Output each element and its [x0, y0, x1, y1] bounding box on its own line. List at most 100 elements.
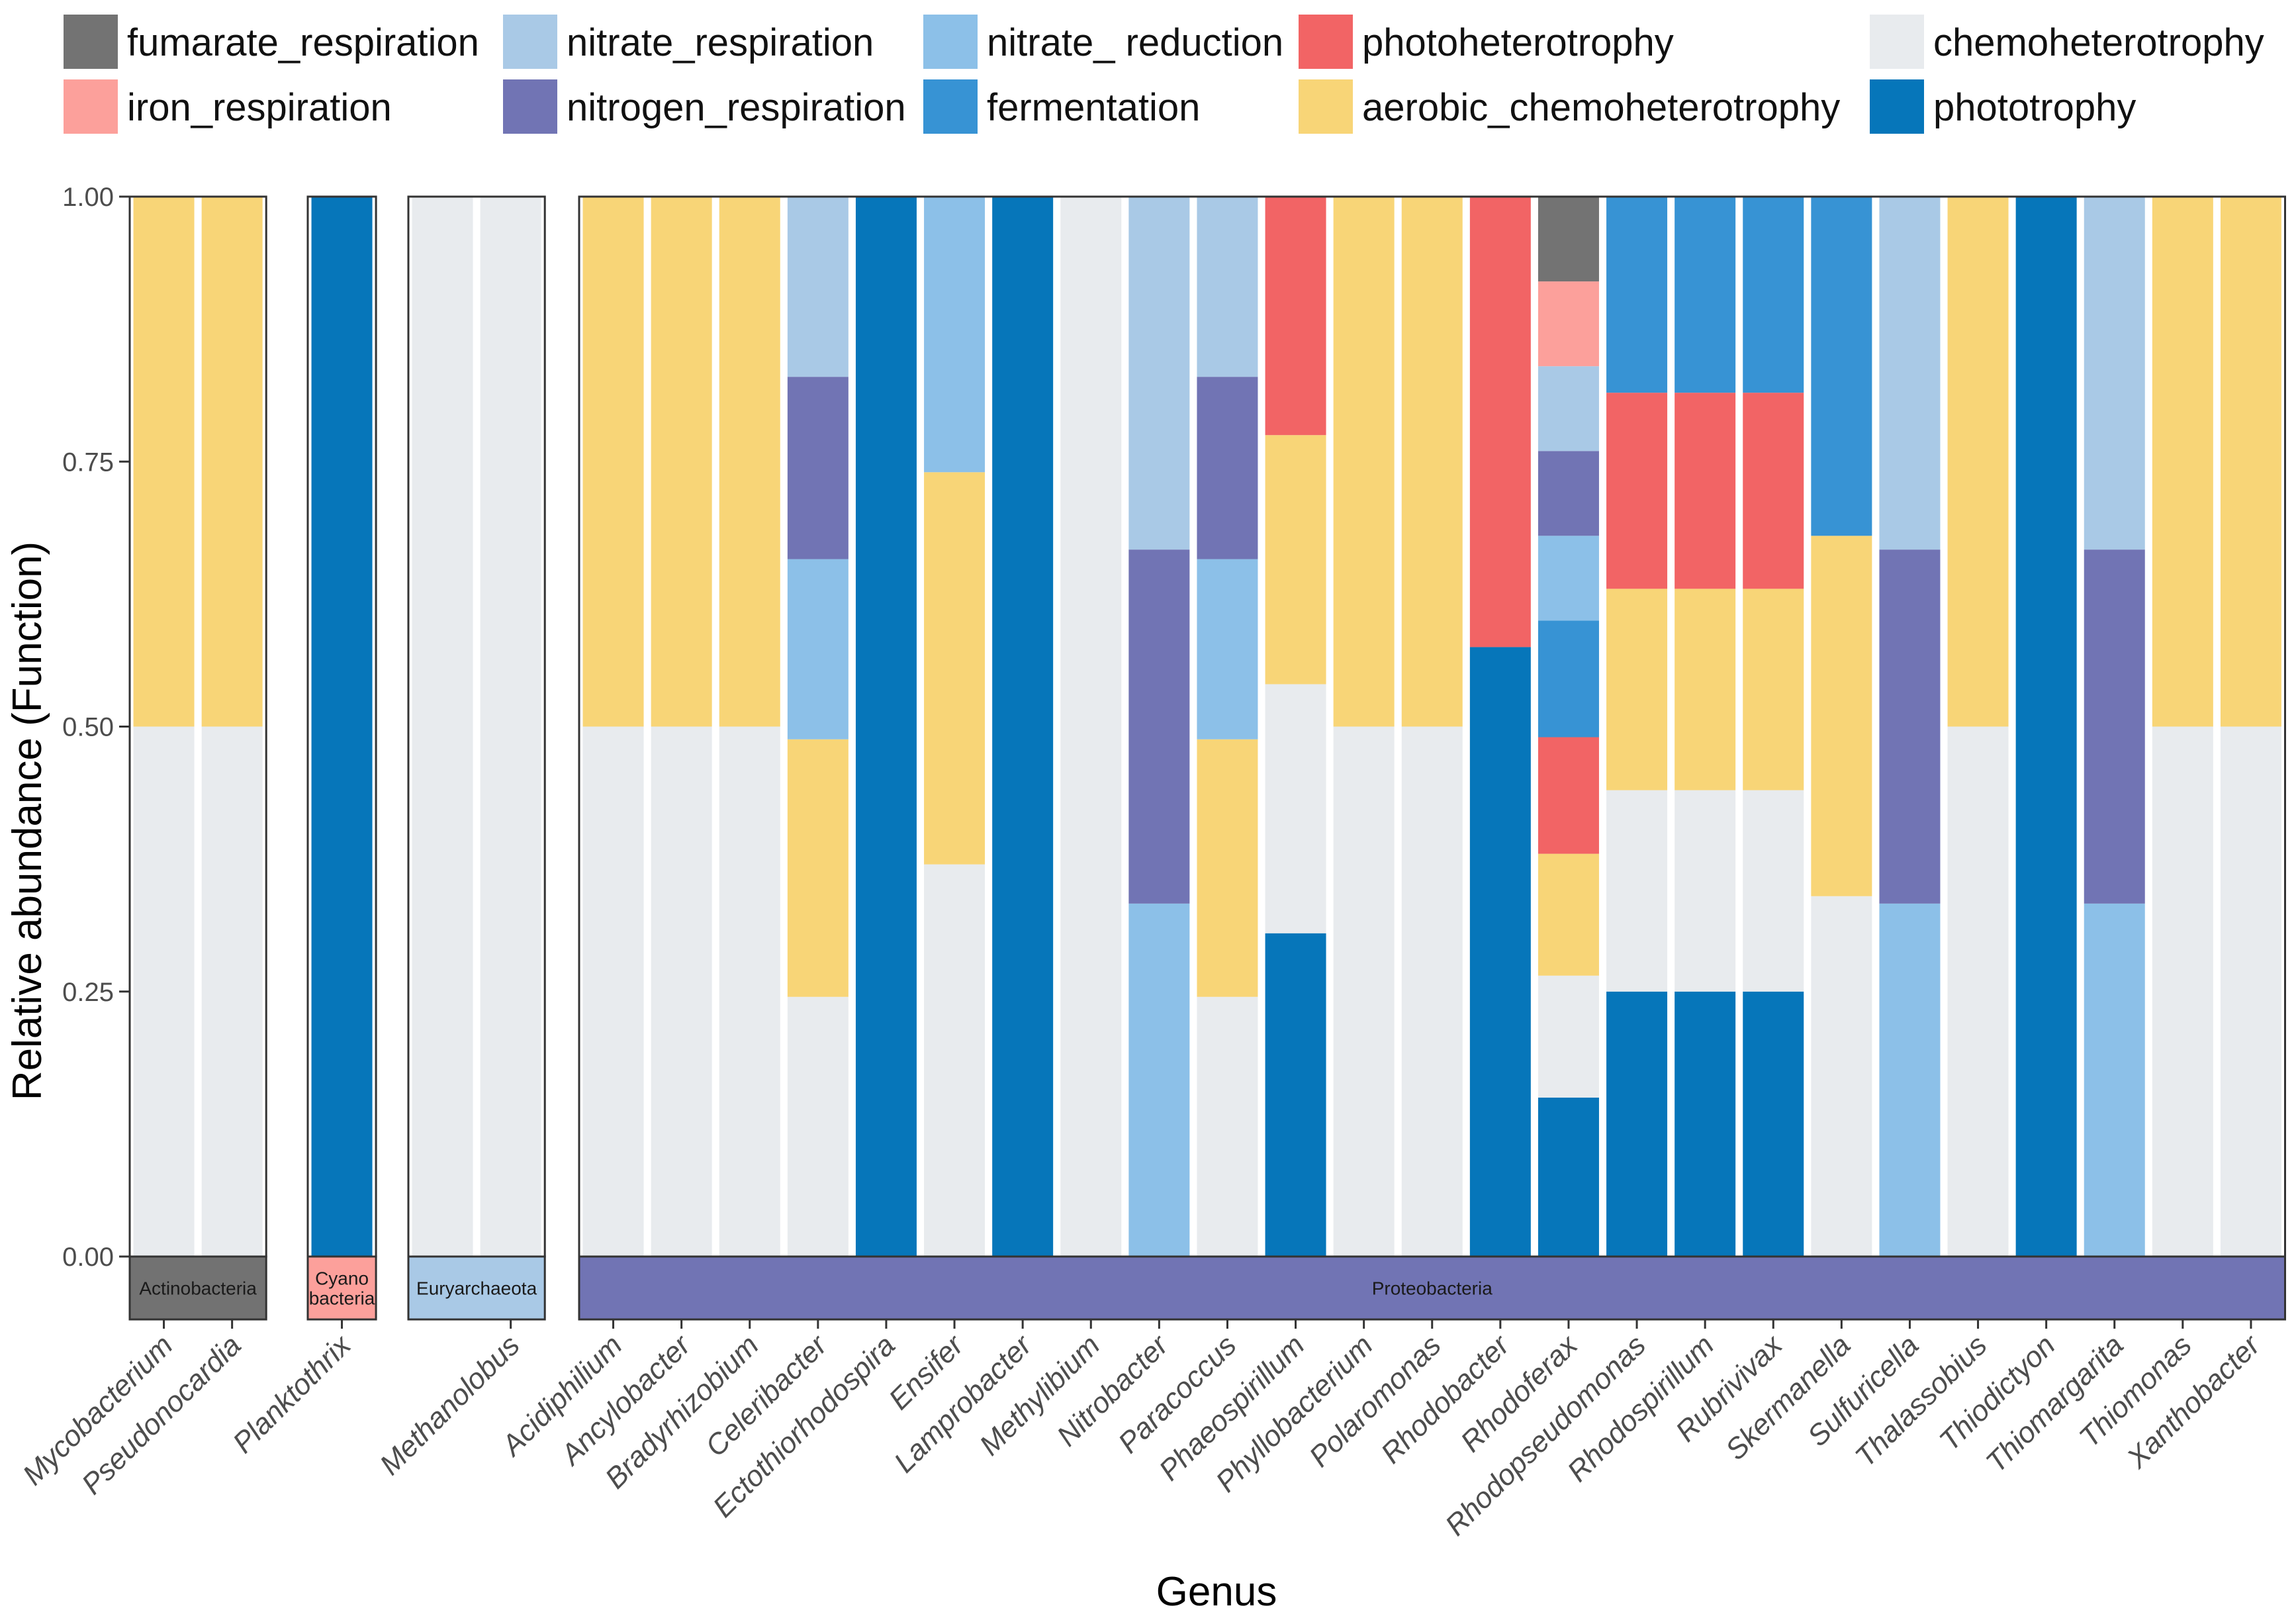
bar-segment-thiomargarita-nitrate-respiration: [2084, 197, 2145, 550]
facet-strip-label: bacteria: [309, 1288, 375, 1309]
legend-item-phototrophy: phototrophy: [1870, 79, 2136, 134]
legend-swatch: [503, 79, 557, 134]
bar-segment-ancylobacter-chemoheterotrophy: [651, 726, 712, 1257]
facet-strip-label: Cyano: [315, 1268, 369, 1289]
legend-label: nitrate_respiration: [567, 21, 874, 64]
bar-segment-thiomargarita-nitrogen-respiration: [2084, 549, 2145, 904]
bar-segment-rhodoferax-photoheterotrophy: [1538, 737, 1599, 854]
legend-label: nitrate_ reduction: [987, 21, 1283, 64]
bar-paracoccus: [1197, 197, 1258, 1257]
bar-segment-ensifer-nitrate-reduction: [924, 197, 986, 473]
bar-segment-paracoccus-chemoheterotrophy: [1197, 996, 1258, 1257]
bar-segment-thiodictyon-phototrophy: [2015, 197, 2077, 1257]
bar-segment-lamprobacter-phototrophy: [992, 197, 1054, 1257]
bar-segment-rhodospirillum-fermentation: [1675, 197, 1736, 393]
bar-segment-thiomonas-aerobic-chemoheterotrophy: [2152, 197, 2213, 727]
bar-segment-rhodoferax-iron-respiration: [1538, 281, 1599, 367]
bar-segment-rhodospirillum-phototrophy: [1675, 991, 1736, 1257]
bar-segment-rhodospirillum-chemoheterotrophy: [1675, 790, 1736, 992]
legend-item-chemoheterotrophy: chemoheterotrophy: [1870, 15, 2264, 69]
bar-segment-sulfuricella-nitrate-reduction: [1879, 903, 1941, 1257]
legend-item-photoheterotrophy: photoheterotrophy: [1299, 15, 1674, 69]
bar-segment-acidiphilium-chemoheterotrophy: [582, 726, 644, 1257]
bar-segment-rhodopseudomonas-aerobic-chemoheterotrophy: [1606, 589, 1668, 790]
bar-segment-rhodospirillum-photoheterotrophy: [1675, 393, 1736, 589]
legend-label: fermentation: [987, 86, 1200, 129]
bar-segment-nitrobacter-nitrogen-respiration: [1128, 549, 1190, 904]
bar-segment-paracoccus-aerobic-chemoheterotrophy: [1197, 739, 1258, 997]
bar-rhodospirillum: [1675, 197, 1736, 1257]
facet-strip-background: [578, 1255, 2286, 1321]
facet-strip-background: [306, 1255, 377, 1321]
bar-segment-rubrivivax-phototrophy: [1743, 991, 1804, 1257]
bar-segment-ensifer-aerobic-chemoheterotrophy: [924, 472, 986, 865]
bar-segment-polaromonas-aerobic-chemoheterotrophy: [1401, 197, 1463, 727]
legend-label: nitrogen_respiration: [567, 86, 906, 129]
bar-ensifer: [924, 197, 986, 1257]
bar-segment-phaeospirillum-phototrophy: [1265, 933, 1326, 1257]
bar-segment-rhodopseudomonas-phototrophy: [1606, 991, 1668, 1257]
bar-segment-thiomargarita-nitrate-reduction: [2084, 903, 2145, 1257]
bar-segment-methanolobus-chemoheterotrophy: [480, 197, 541, 1257]
legend-swatch: [923, 79, 978, 134]
bar-segment-nitrobacter-nitrate-reduction: [1128, 903, 1190, 1257]
bar-segment-rubrivivax-aerobic-chemoheterotrophy: [1743, 589, 1804, 790]
x-tick-label-methanolobus: Methanolobus: [374, 1329, 526, 1481]
facet-strip-label: Proteobacteria: [1372, 1278, 1493, 1299]
bar-segment-rhodoferax-nitrate-respiration: [1538, 366, 1599, 452]
bar-segment-pseudonocardia-aerobic-chemoheterotrophy: [201, 197, 263, 727]
legend-swatch: [64, 15, 118, 69]
legend-label: fumarate_respiration: [127, 21, 479, 64]
bar-segment-rhodoferax-aerobic-chemoheterotrophy: [1538, 853, 1599, 976]
bar-segment-xanthobacter-chemoheterotrophy: [2220, 726, 2281, 1257]
bar-segment-skermanella-fermentation: [1811, 197, 1872, 536]
y-tick-label: 0.25: [62, 978, 114, 1007]
bar-polaromonas: [1401, 197, 1463, 1257]
bar-lamprobacter: [992, 197, 1054, 1257]
bar-segment-polaromonas-chemoheterotrophy: [1401, 726, 1463, 1257]
legend-item-fermentation: fermentation: [923, 79, 1200, 134]
bar-bradyrhizobium: [719, 197, 780, 1257]
bar-segment-rubrivivax-photoheterotrophy: [1743, 393, 1804, 589]
legend: fumarate_respiration iron_respiration nitr…: [64, 15, 2264, 134]
bar-phaeospirillum: [1265, 197, 1326, 1257]
legend-label: photoheterotrophy: [1362, 21, 1674, 64]
bar-planktothrix: [311, 197, 373, 1257]
panel-proteobacteria: Proteobacteria: [578, 195, 2286, 1321]
bar-segment-celeribacter-nitrogen-respiration: [787, 377, 849, 559]
bar-segment-mycobacterium-chemoheterotrophy: [133, 726, 195, 1257]
legend-item-nitrate-reduction: nitrate_ reduction: [923, 15, 1283, 69]
facet-strip-label: Actinobacteria: [139, 1278, 257, 1299]
bar-segment-paracoccus-nitrate-respiration: [1197, 197, 1258, 377]
bar-thiodictyon: [2015, 197, 2077, 1257]
bar-ectothiorhodospira: [855, 197, 917, 1257]
bar-segment-phaeospirillum-photoheterotrophy: [1265, 197, 1326, 436]
legend-swatch: [1870, 79, 1924, 134]
facet-strip-euryarchaeota: Euryarchaeota: [407, 1255, 546, 1321]
bar-segment-rhodopseudomonas-chemoheterotrophy: [1606, 790, 1668, 992]
bar-nitrobacter: [1128, 197, 1190, 1257]
bar-segment-paracoccus-nitrate-reduction: [1197, 559, 1258, 739]
bar-segment-bradyrhizobium-chemoheterotrophy: [719, 726, 780, 1257]
bar-segment-methylibium-chemoheterotrophy: [1060, 197, 1122, 1257]
bar-acidiphilium: [582, 197, 644, 1257]
bar-segment-rhodopseudomonas-fermentation: [1606, 197, 1668, 393]
bar-segment-planktothrix-phototrophy: [311, 197, 373, 1257]
bar-segment-thalassobius-chemoheterotrophy: [1947, 726, 2009, 1257]
bar-celeribacter: [787, 197, 849, 1257]
facet-strip-label: Euryarchaeota: [416, 1278, 537, 1299]
bar-segment-skermanella-aerobic-chemoheterotrophy: [1811, 536, 1872, 896]
bar-segment-ancylobacter-aerobic-chemoheterotrophy: [651, 197, 712, 727]
legend-swatch: [1870, 15, 1924, 69]
legend-label: chemoheterotrophy: [1933, 21, 2264, 64]
legend-item-nitrogen-respiration: nitrogen_respiration: [503, 79, 906, 134]
bar-segment-nitrobacter-nitrate-respiration: [1128, 197, 1190, 550]
facet-strip-actinobacteria: Actinobacteria: [128, 1255, 267, 1321]
bar-ancylobacter: [651, 197, 712, 1257]
bar-rhodopseudomonas: [1606, 197, 1668, 1257]
bar-sulfuricella: [1879, 197, 1941, 1257]
bar-segment-phaeospirillum-aerobic-chemoheterotrophy: [1265, 435, 1326, 685]
